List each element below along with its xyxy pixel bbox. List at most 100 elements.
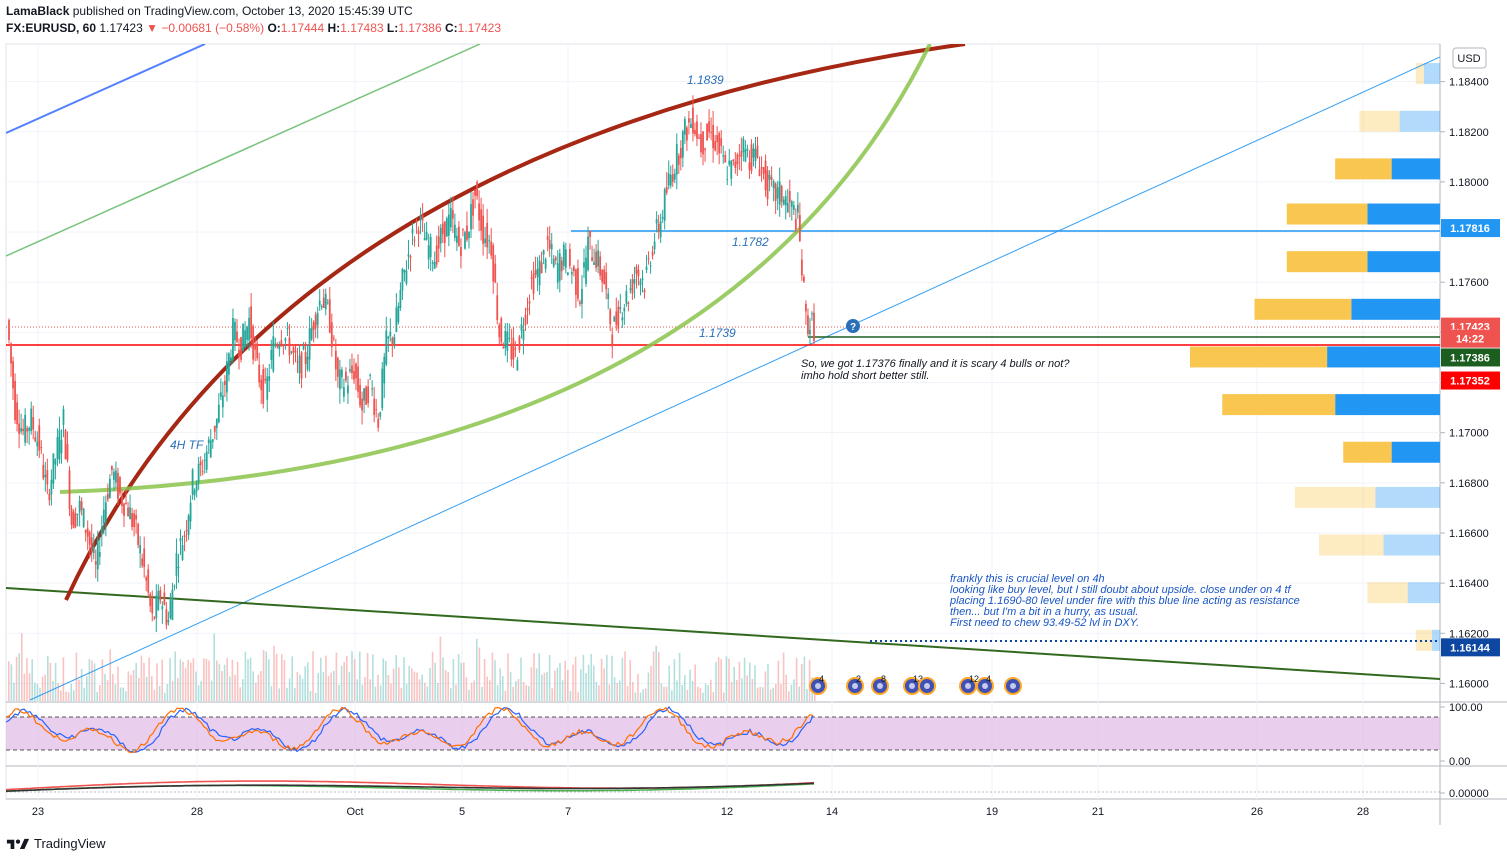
volume-bar bbox=[369, 679, 371, 701]
candle bbox=[314, 311, 317, 338]
volume-bar bbox=[746, 675, 748, 701]
green-arc[interactable] bbox=[59, 44, 932, 494]
candle bbox=[123, 502, 125, 528]
event-flag-icon[interactable] bbox=[918, 677, 936, 695]
volume-bar bbox=[10, 664, 13, 701]
volume-bar bbox=[83, 687, 85, 701]
economic-events[interactable]: 4 2 8 13 12 4 bbox=[809, 674, 1022, 695]
candle bbox=[716, 126, 719, 156]
candle bbox=[137, 522, 140, 549]
candle bbox=[377, 413, 380, 432]
event-flag-icon[interactable]: 13 bbox=[903, 674, 923, 695]
candle bbox=[401, 267, 404, 300]
time-axis[interactable]: 23 28 Oct 5 7 12 14 19 21 26 28 bbox=[32, 806, 1369, 818]
info-icon[interactable] bbox=[846, 319, 860, 333]
candle bbox=[153, 616, 156, 621]
candle bbox=[423, 223, 426, 241]
label-1739: 1.1739 bbox=[699, 326, 736, 340]
volume-bar bbox=[567, 669, 569, 701]
candle bbox=[615, 297, 618, 331]
blue-channel-line[interactable] bbox=[6, 44, 206, 134]
candle bbox=[548, 226, 551, 257]
candle bbox=[645, 254, 648, 274]
volume-bar bbox=[21, 633, 23, 701]
candle bbox=[232, 308, 234, 364]
volume-bar bbox=[156, 663, 158, 701]
candle bbox=[726, 166, 729, 186]
volume-bar bbox=[528, 685, 530, 701]
candle bbox=[558, 248, 561, 293]
event-flag-icon[interactable]: 4 bbox=[976, 674, 994, 695]
red-arc[interactable] bbox=[64, 44, 966, 601]
event-flag-icon[interactable]: 8 bbox=[871, 674, 889, 695]
event-flag-icon[interactable]: 2 bbox=[846, 674, 864, 695]
volume-bar bbox=[335, 652, 338, 701]
candle bbox=[185, 519, 188, 542]
volume-bar bbox=[109, 649, 111, 701]
volume-bar bbox=[543, 672, 546, 701]
volume-bar bbox=[174, 651, 176, 701]
candle bbox=[151, 590, 154, 622]
volume-bar bbox=[587, 664, 590, 701]
volume-bar bbox=[39, 687, 41, 701]
candle bbox=[728, 148, 731, 167]
candle bbox=[215, 418, 218, 440]
candle bbox=[193, 488, 196, 501]
price-axis[interactable]: USD 1.184001.182001.180001.178001.176001… bbox=[1440, 47, 1489, 690]
volume-bar bbox=[164, 692, 166, 701]
volume-bar bbox=[255, 682, 257, 701]
volume-bar bbox=[416, 672, 418, 701]
candle bbox=[617, 300, 620, 334]
event-flag-icon[interactable] bbox=[1004, 677, 1022, 695]
volume-bar bbox=[429, 667, 431, 701]
candle bbox=[589, 230, 591, 250]
rising-trendline[interactable] bbox=[29, 56, 1440, 701]
volume-bar bbox=[390, 683, 392, 701]
volume-bar bbox=[327, 675, 330, 701]
drawings[interactable] bbox=[6, 44, 1440, 701]
volume-bar bbox=[762, 687, 764, 701]
publisher-name[interactable]: LamaBlack bbox=[6, 4, 70, 18]
candle bbox=[30, 401, 33, 435]
candle bbox=[359, 378, 361, 409]
candle bbox=[411, 222, 414, 246]
candle bbox=[780, 184, 783, 208]
candle bbox=[56, 428, 59, 467]
candle bbox=[752, 143, 755, 167]
volume-bar bbox=[151, 676, 153, 701]
event-flag-icon[interactable]: 4 bbox=[809, 674, 827, 695]
candle bbox=[732, 158, 735, 166]
volume-bar bbox=[364, 676, 366, 701]
tradingview-logo[interactable]: TradingView bbox=[6, 836, 106, 851]
volume-bar bbox=[603, 668, 605, 701]
volume-bar bbox=[325, 655, 327, 701]
candle bbox=[211, 439, 214, 449]
price-tick-label: 1.18200 bbox=[1449, 127, 1489, 139]
volume-bar bbox=[715, 662, 717, 701]
candle bbox=[159, 586, 162, 605]
volume-bar bbox=[119, 687, 122, 701]
green-channel-line[interactable] bbox=[6, 44, 481, 257]
falling-trendline[interactable] bbox=[6, 587, 1440, 680]
candle bbox=[464, 230, 466, 250]
volume-bar bbox=[60, 690, 62, 701]
volume-bar bbox=[608, 684, 611, 701]
label-4h-tf: 4H TF bbox=[170, 438, 204, 452]
currency-badge[interactable] bbox=[1452, 47, 1487, 69]
candle bbox=[104, 495, 107, 537]
price-label-badge: 14:22 bbox=[1441, 329, 1500, 348]
candle bbox=[12, 356, 14, 401]
volume-bar bbox=[437, 683, 439, 701]
candle bbox=[811, 311, 813, 321]
event-count: 4 bbox=[819, 674, 824, 684]
volume-bar bbox=[216, 660, 218, 701]
candle bbox=[496, 282, 499, 325]
price-tick-label: 1.18000 bbox=[1449, 177, 1489, 189]
volume-bar bbox=[577, 692, 579, 701]
candle bbox=[88, 530, 91, 559]
event-flag-icon[interactable]: 12 bbox=[959, 674, 979, 695]
candle bbox=[351, 353, 353, 380]
symbol-name[interactable]: FX:EURUSD, 60 bbox=[6, 21, 97, 35]
